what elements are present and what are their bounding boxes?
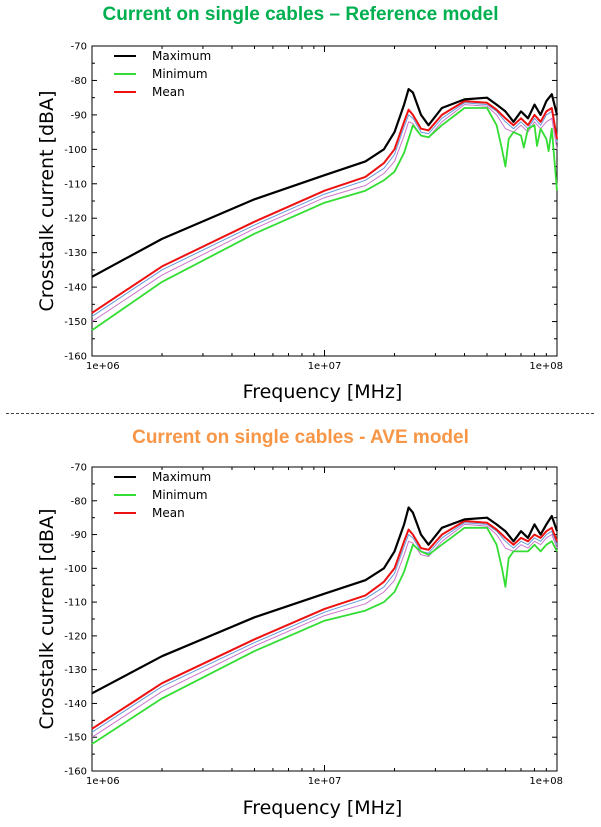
legend-label: Maximum <box>152 470 211 484</box>
series-line-secondary-3 <box>91 102 558 317</box>
y-tick-label: -140 <box>64 699 87 710</box>
series-line-maximum <box>91 87 559 278</box>
y-tick-label: -70 <box>71 42 87 53</box>
legend-label: Minimum <box>152 67 208 81</box>
y-tick-label: -150 <box>64 317 87 328</box>
y-tick-label: -130 <box>64 665 87 676</box>
chart-title: Current on single cables – Reference mod… <box>102 4 499 25</box>
x-axis-label: Frequency [MHz] <box>243 797 403 819</box>
y-tick-label: -90 <box>71 530 87 541</box>
y-tick-label: -90 <box>71 110 87 121</box>
x-tick-label: 1e+08 <box>529 776 563 787</box>
series-line-mean <box>91 520 558 730</box>
y-tick-label: -80 <box>71 496 87 507</box>
y-tick-label: -80 <box>71 76 87 87</box>
y-tick-label: -100 <box>64 145 87 156</box>
line-chart-ave: -70-80-90-100-110-120-130-140-150-1601e+… <box>36 463 563 820</box>
y-tick-label: -140 <box>64 283 87 294</box>
series-line-secondary-3 <box>91 522 558 733</box>
x-axis-label: Frequency [MHz] <box>243 381 403 403</box>
line-chart-reference: -70-80-90-100-110-120-130-140-150-1601e+… <box>36 42 563 404</box>
series-line-secondary-4 <box>91 104 558 323</box>
y-tick-label: -120 <box>64 214 87 225</box>
x-tick-label: 1e+06 <box>86 776 120 787</box>
y-tick-label: -160 <box>64 352 87 363</box>
x-tick-label: 1e+07 <box>308 361 342 372</box>
y-tick-label: -100 <box>64 564 87 575</box>
y-axis-label: Crosstalk current [dBA] <box>36 509 58 730</box>
series-line-minimum <box>91 107 558 331</box>
x-tick-label: 1e+07 <box>308 776 342 787</box>
y-tick-label: -70 <box>71 463 87 474</box>
x-tick-label: 1e+06 <box>86 361 120 372</box>
y-tick-label: -160 <box>64 767 87 778</box>
legend-label: Maximum <box>152 49 211 63</box>
y-axis-label: Crosstalk current [dBA] <box>36 91 58 312</box>
series-line-minimum <box>91 526 558 745</box>
y-tick-label: -110 <box>64 179 87 190</box>
y-tick-label: -110 <box>64 598 87 609</box>
divider <box>6 413 594 414</box>
y-tick-label: -130 <box>64 248 87 259</box>
y-tick-label: -120 <box>64 631 87 642</box>
y-tick-label: -150 <box>64 733 87 744</box>
chart-title: Current on single cables - AVE model <box>132 427 469 448</box>
x-tick-label: 1e+08 <box>529 361 563 372</box>
series-line-secondary-4 <box>91 523 558 738</box>
legend-label: Minimum <box>152 488 208 502</box>
series-line-maximum <box>91 506 559 695</box>
legend-label: Mean <box>152 506 185 520</box>
legend-label: Mean <box>152 85 185 99</box>
series-line-mean <box>91 100 558 314</box>
